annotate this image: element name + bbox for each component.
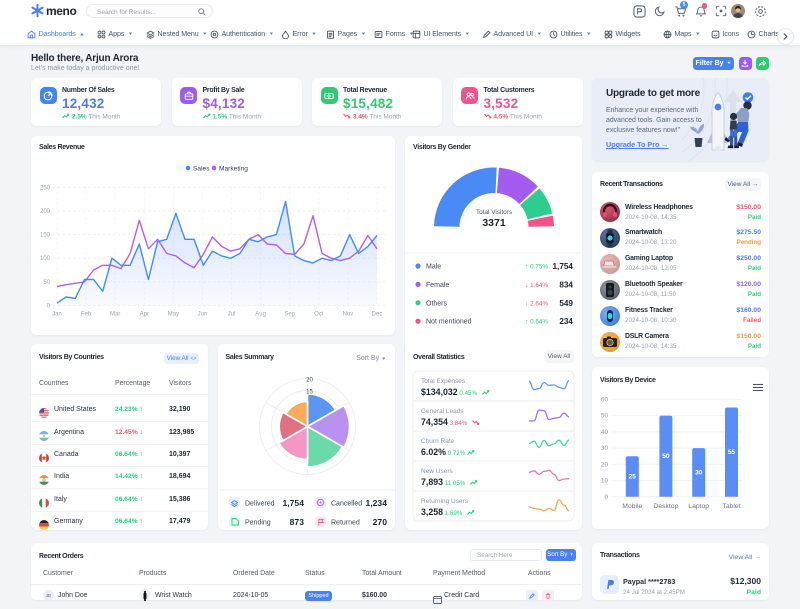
svg-text:Returning Users: Returning Users bbox=[421, 498, 469, 505]
svg-text:Jul: Jul bbox=[228, 312, 236, 318]
svg-text:50: 50 bbox=[601, 413, 609, 420]
svg-text:50: 50 bbox=[662, 453, 670, 460]
svg-text:270: 270 bbox=[372, 517, 387, 527]
svg-text:Tablet: Tablet bbox=[722, 503, 740, 510]
svg-text:Male: Male bbox=[426, 264, 441, 271]
svg-text:6.02% 0.72%: 6.02% 0.72% bbox=[421, 447, 466, 457]
svg-text:7,893 11.05%: 7,893 11.05% bbox=[421, 477, 466, 487]
svg-text:Sales: Sales bbox=[193, 166, 210, 173]
svg-text:200: 200 bbox=[40, 209, 51, 215]
svg-text:Churn Rate: Churn Rate bbox=[421, 438, 455, 445]
svg-text:↑ 0.64%: ↑ 0.64% bbox=[525, 319, 548, 326]
svg-text:Female: Female bbox=[426, 282, 449, 289]
svg-text:Sep: Sep bbox=[284, 312, 295, 318]
svg-text:60: 60 bbox=[601, 396, 609, 403]
svg-text:55: 55 bbox=[728, 449, 736, 456]
svg-text:Not mentioned: Not mentioned bbox=[426, 319, 472, 326]
svg-text:150: 150 bbox=[40, 233, 51, 239]
svg-text:Laptop: Laptop bbox=[688, 503, 709, 510]
svg-text:Nov: Nov bbox=[343, 312, 354, 318]
svg-text:Mar: Mar bbox=[110, 312, 120, 318]
svg-text:↓ 2.64%: ↓ 2.64% bbox=[525, 300, 548, 307]
svg-text:20: 20 bbox=[306, 378, 313, 384]
svg-text:$134,032 0.45%: $134,032 0.45% bbox=[421, 387, 477, 397]
svg-text:25: 25 bbox=[629, 474, 637, 481]
svg-text:General Leads: General Leads bbox=[421, 408, 464, 415]
svg-text:873: 873 bbox=[289, 517, 304, 527]
svg-text:100: 100 bbox=[40, 256, 51, 262]
svg-text:15: 15 bbox=[306, 390, 313, 396]
svg-text:30: 30 bbox=[601, 445, 609, 452]
svg-text:234: 234 bbox=[559, 317, 573, 326]
svg-text:Others: Others bbox=[426, 300, 448, 307]
svg-text:Returned: Returned bbox=[331, 520, 360, 527]
svg-text:Feb: Feb bbox=[81, 312, 92, 318]
svg-text:Apr: Apr bbox=[140, 312, 149, 318]
svg-text:Delivered: Delivered bbox=[245, 501, 275, 508]
svg-text:↑ 0.75%: ↑ 0.75% bbox=[525, 264, 548, 271]
svg-text:50: 50 bbox=[43, 280, 50, 286]
svg-text:Cancelled: Cancelled bbox=[331, 501, 362, 508]
svg-text:30: 30 bbox=[695, 470, 703, 477]
svg-text:3371: 3371 bbox=[482, 217, 506, 229]
svg-text:3,258 1.69%: 3,258 1.69% bbox=[421, 507, 463, 517]
svg-text:Total Visitors: Total Visitors bbox=[476, 209, 512, 216]
svg-text:1,754: 1,754 bbox=[282, 498, 304, 508]
svg-text:Pending: Pending bbox=[245, 520, 271, 527]
svg-text:74,354 3.84%: 74,354 3.84% bbox=[421, 417, 468, 427]
svg-text:10: 10 bbox=[601, 478, 609, 485]
svg-text:250: 250 bbox=[40, 185, 51, 191]
svg-text:Desktop: Desktop bbox=[653, 503, 678, 510]
svg-text:Mobile: Mobile bbox=[622, 503, 642, 510]
svg-text:834: 834 bbox=[559, 280, 573, 289]
svg-text:↓ 1.64%: ↓ 1.64% bbox=[525, 282, 548, 289]
svg-text:Marketing: Marketing bbox=[219, 166, 248, 173]
svg-text:Dec: Dec bbox=[372, 312, 383, 318]
svg-text:549: 549 bbox=[559, 299, 573, 308]
svg-text:1,754: 1,754 bbox=[553, 262, 574, 271]
svg-text:20: 20 bbox=[601, 461, 609, 468]
svg-text:Jun: Jun bbox=[198, 312, 208, 318]
svg-text:Total Expenses: Total Expenses bbox=[421, 378, 466, 385]
svg-text:1,234: 1,234 bbox=[365, 498, 387, 508]
svg-text:40: 40 bbox=[601, 429, 609, 436]
svg-text:Oct: Oct bbox=[314, 312, 324, 318]
svg-text:0: 0 bbox=[47, 304, 51, 310]
svg-text:0: 0 bbox=[604, 494, 608, 501]
svg-text:Jan: Jan bbox=[52, 312, 62, 318]
svg-text:New Users: New Users bbox=[421, 468, 454, 475]
svg-text:Aug: Aug bbox=[255, 312, 266, 318]
svg-text:May: May bbox=[168, 312, 179, 318]
